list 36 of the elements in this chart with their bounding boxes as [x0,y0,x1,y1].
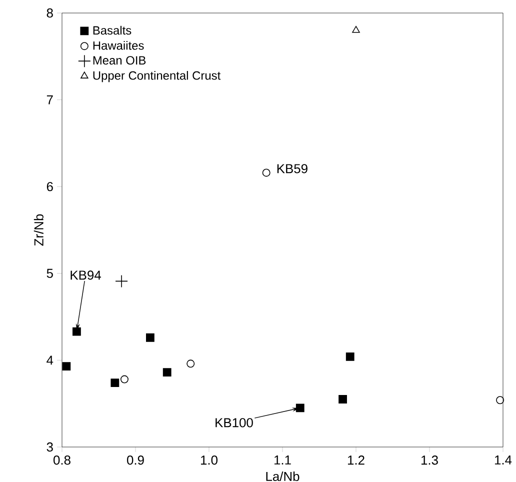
annotation: KB94 [70,270,101,280]
point [146,333,154,342]
y-tick-label: 4 [46,356,54,365]
point [162,368,172,377]
point [262,168,270,177]
point [496,396,504,404]
y-tick-label: 5 [46,268,53,278]
annotation: KB59 [277,164,308,174]
x-tick-label: 1.2 [348,456,364,465]
legend-label: Hawaiites [93,41,144,50]
point [115,274,128,288]
point [110,378,120,387]
point [72,327,81,336]
point [296,404,304,412]
point [186,360,195,368]
x-tick-label: 1.0 [200,456,218,465]
legend-label: Upper Continental Crust [93,70,221,82]
x-tick-label: 1.4 [494,456,512,464]
point [62,362,71,370]
x-axis-title: La/Nb [266,472,300,482]
annotation: KB100 [216,418,253,428]
legend-label: Mean OIB [93,56,146,65]
x-tick-label: 1.1 [274,456,291,464]
x-tick-label: 1.3 [421,456,438,465]
x-tick-label: 0.8 [54,456,70,465]
x-tick-label: 0.9 [127,456,144,465]
y-tick-label: 3 [46,442,53,452]
point [352,26,360,33]
point [338,395,347,404]
point [346,352,354,361]
y-tick-label: 7 [46,95,53,104]
y-tick-label: 8 [46,8,53,18]
y-axis-title: Zr/Nb [34,214,44,246]
legend-label: Basalts [93,26,132,35]
point [120,375,128,384]
y-tick-label: 6 [46,182,53,192]
